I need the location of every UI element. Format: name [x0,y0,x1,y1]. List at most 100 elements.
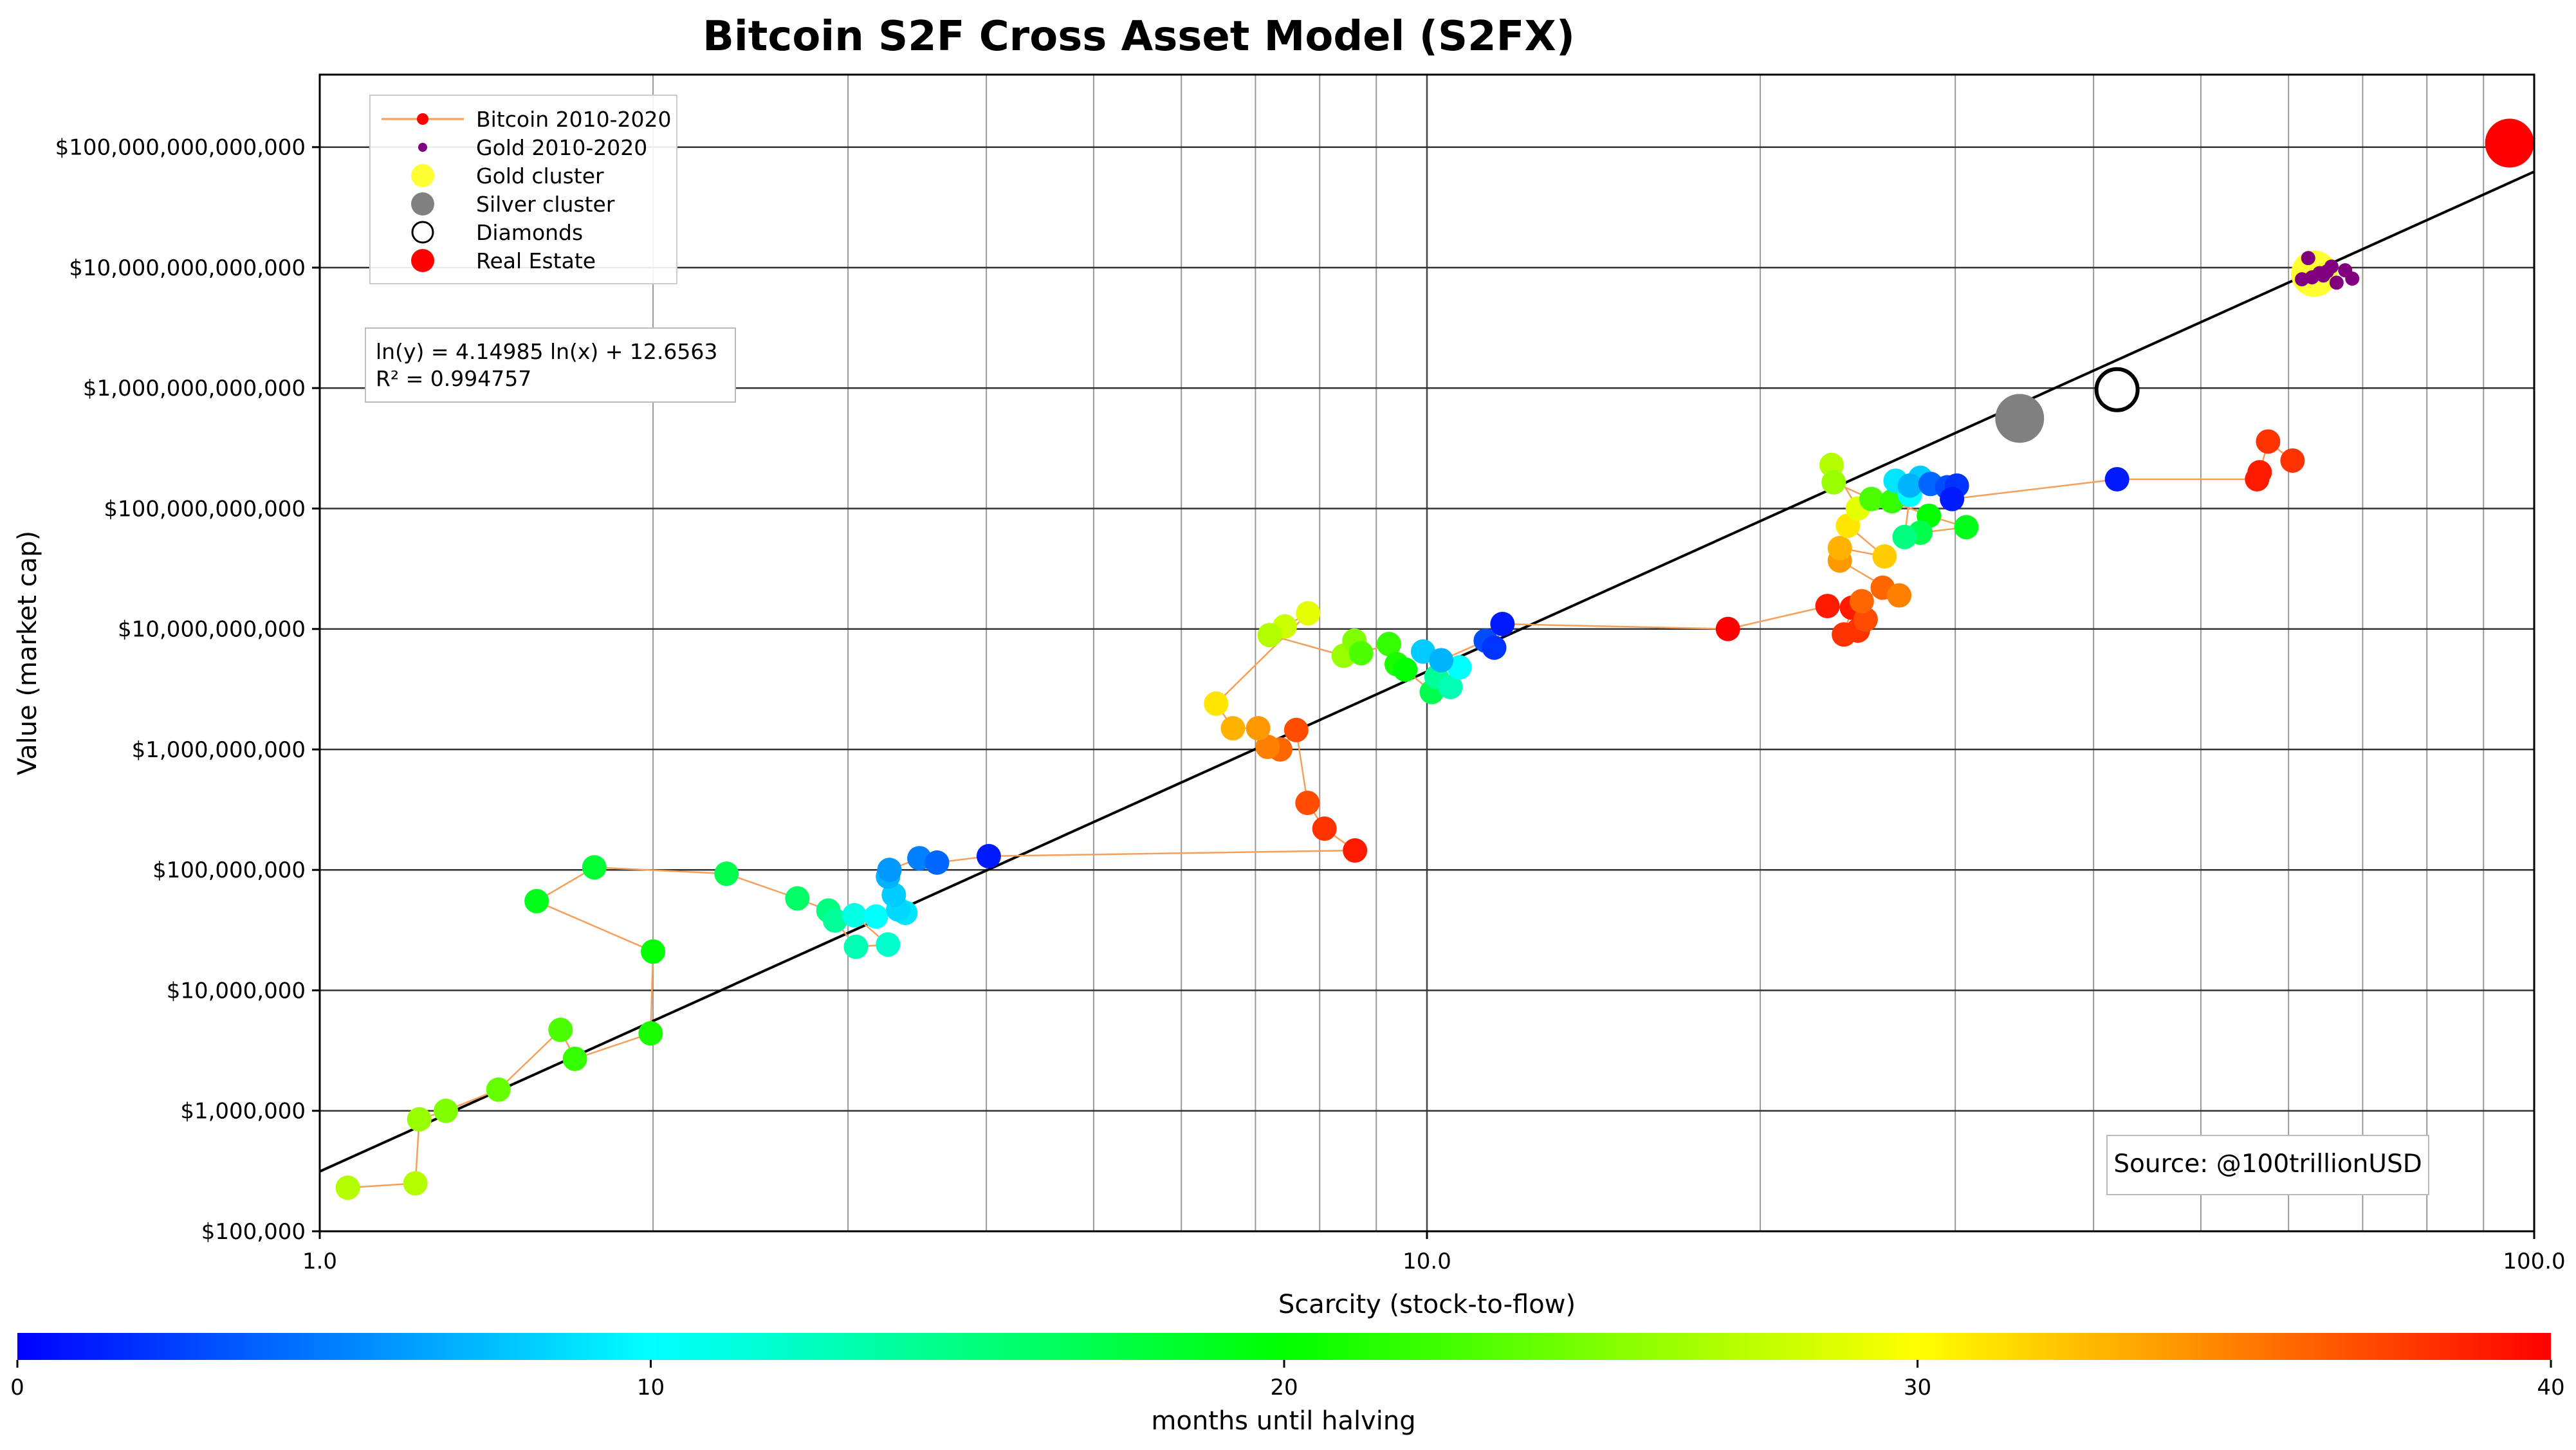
y-axis-label: Value (market cap) [13,531,42,775]
bitcoin-point [785,886,810,911]
bitcoin-point [1897,473,1922,498]
legend-label: Gold 2010-2020 [476,135,647,160]
bitcoin-point [407,1106,432,1132]
bitcoin-point [562,1046,587,1071]
bitcoin-point [1283,717,1309,742]
bitcoin-point [1410,639,1435,664]
legend-marker [417,113,428,125]
bitcoin-point [877,858,902,883]
bitcoin-point [1849,589,1874,614]
bitcoin-point [1393,657,1418,682]
bitcoin-point [1246,716,1271,741]
regression-equation: ln(y) = 4.14985 ln(x) + 12.6563 [376,339,717,364]
gold-point [2329,275,2344,290]
y-tick-label: $100,000,000,000 [104,496,306,522]
bitcoin-point [2256,429,2281,454]
y-tick-label: $10,000,000,000,000 [69,255,306,281]
bitcoin-point [1376,632,1401,657]
bitcoin-point [638,1021,663,1046]
bitcoin-point [2247,460,2272,485]
bitcoin-point [976,843,1001,868]
legend-marker [411,192,434,216]
bitcoin-point [1296,601,1321,626]
bitcoin-point [1257,623,1282,648]
bitcoin-point [1827,535,1852,560]
colorbar-tick-label: 30 [1904,1375,1931,1400]
x-gridlines [652,75,2485,1231]
bitcoin-point [714,861,739,886]
bitcoin-point [582,855,607,880]
bitcoin-point [548,1017,573,1042]
gold-point [2301,251,2315,266]
colorbar-tick-label: 20 [1270,1375,1298,1400]
colorbar [17,1333,2551,1360]
x-axis-ticks: 1.0 10.0 100.0 [302,1231,2566,1274]
bitcoin-point [1447,655,1472,680]
legend-label: Gold cluster [476,163,604,188]
gold-point [2345,271,2360,286]
bitcoin-point [434,1098,459,1123]
bitcoin-point [1940,486,1965,511]
bitcoin-point [1220,716,1246,741]
y-tick-label: $10,000,000 [167,978,306,1004]
y-axis-ticks: $100,000 $1,000,000 $10,000,000 $100,000,00… [55,135,320,1245]
bitcoin-point [925,850,950,875]
bitcoin-point [1255,735,1280,760]
colorbar-label: months until halving [1151,1406,1415,1436]
bitcoin-point [1348,641,1374,666]
bitcoin-point [842,903,867,928]
bitcoin-points [335,429,2305,1200]
legend-marker [418,143,427,152]
colorbar-tick-label: 10 [637,1375,665,1400]
x-tick-label: 100.0 [2503,1249,2565,1274]
bitcoin-point [1312,816,1337,841]
y-tick-label: $100,000 [201,1219,306,1245]
legend-label: Bitcoin 2010-2020 [476,107,672,132]
y-tick-label: $1,000,000 [180,1099,306,1124]
bitcoin-point [641,939,666,964]
bitcoin-point [1872,544,1897,569]
colorbar-tick-label: 40 [2537,1375,2564,1400]
regression-box: ln(y) = 4.14985 ln(x) + 12.6563 R² = 0.9… [365,327,736,403]
legend-label: Real Estate [476,248,596,273]
bitcoin-point [1815,594,1840,619]
bitcoin-point [1715,616,1740,641]
bitcoin-point [876,932,901,957]
x-axis-label: Scarcity (stock-to-flow) [1278,1290,1576,1319]
bitcoin-point [1482,635,1507,660]
legend-label: Diamonds [476,220,583,245]
bitcoin-point [1295,791,1320,816]
source-note: Source: @100trillionUSD [2113,1150,2422,1179]
legend-label: Silver cluster [476,192,615,217]
chart-title: Bitcoin S2F Cross Asset Model (S2FX) [703,13,1575,60]
x-tick-label: 1.0 [302,1249,337,1274]
colorbar-tick-label: 0 [10,1375,24,1400]
gold-points [2295,251,2360,290]
bitcoin-point [486,1077,511,1102]
bitcoin-point [1853,607,1878,632]
regression-r2: R² = 0.994757 [376,366,531,391]
gold-point [2324,259,2339,274]
bitcoin-point [1204,691,1229,716]
bitcoin-point [822,908,847,933]
legend-marker [411,164,434,187]
plot-area [320,118,2534,1200]
bitcoin-point [335,1175,360,1200]
bitcoin-point [1821,470,1846,495]
bitcoin-point [1343,838,1368,863]
bitcoin-point [524,888,549,913]
bitcoin-point [1438,674,1463,699]
bitcoin-point [843,934,869,959]
source-note-box: Source: @100trillionUSD [2106,1135,2429,1195]
bitcoin-point [1892,524,1917,549]
bitcoin-point [1490,611,1515,636]
colorbar-ticks: 0 10 20 30 40 [10,1360,2565,1400]
bitcoin-point [863,904,888,929]
y-tick-label: $1,000,000,000,000 [83,376,306,401]
bitcoin-point [1887,583,1912,608]
y-tick-label: $100,000,000 [152,858,306,883]
legend-marker [411,221,434,244]
diamonds-marker [2094,367,2140,412]
real-estate-marker [2485,118,2534,168]
